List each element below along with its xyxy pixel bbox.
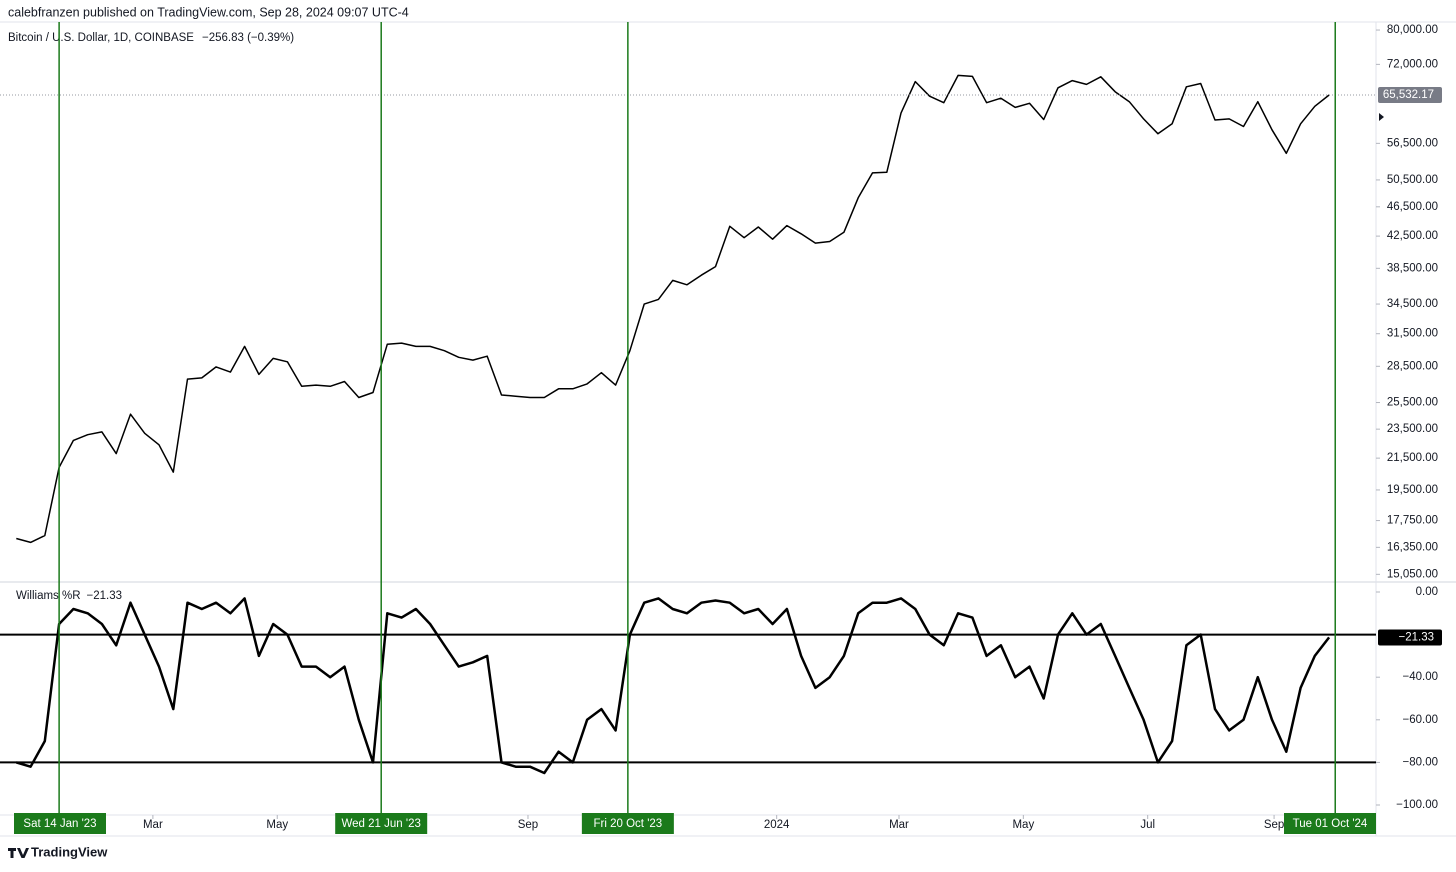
y-tick-label: 23,500.00	[1387, 423, 1438, 435]
y-tick-label: 34,500.00	[1387, 298, 1438, 310]
y-tick-label: 72,000.00	[1387, 58, 1438, 70]
y-tick-label: −60.00	[1403, 714, 1439, 726]
y-tick-label: −100.00	[1396, 799, 1438, 811]
last-value-box	[1378, 629, 1442, 646]
y-tick-label: 38,500.00	[1387, 262, 1438, 274]
logo-mark	[8, 848, 29, 858]
y-tick-label: 17,750.00	[1387, 515, 1438, 527]
y-tick-label: 80,000.00	[1387, 24, 1438, 36]
marker-label: Tue 01 Oct '24	[1293, 818, 1368, 830]
y-tick-label: 42,500.00	[1387, 230, 1438, 242]
y-tick-label: 28,500.00	[1387, 360, 1438, 372]
y-tick-label: 25,500.00	[1387, 397, 1438, 409]
y-tick-label: 15,050.00	[1387, 568, 1438, 580]
x-tick-label: May	[1012, 819, 1034, 831]
legend-change: −256.83 (−0.39%)	[202, 32, 294, 44]
marker-box	[335, 813, 428, 834]
publisher-header: calebfranzen published on TradingView.co…	[8, 5, 409, 19]
last-value-label: −21.33	[1399, 631, 1435, 643]
price-legend: Bitcoin / U.S. Dollar, 1D, COINBASE −256.…	[8, 32, 294, 44]
x-tick-label: Sep	[1264, 819, 1284, 831]
x-tick-label: 2024	[764, 819, 790, 831]
y-tick-label: −40.00	[1403, 671, 1439, 683]
y-tick-label: 19,500.00	[1387, 484, 1438, 496]
marker-box	[14, 813, 106, 834]
pane-0: 80,000.00 72,000.00 56,500.00 50,500.00 46,5…	[0, 24, 1442, 580]
marker-label: Fri 20 Oct '23	[594, 818, 663, 830]
x-tick-label: Mar	[143, 819, 163, 831]
marker-box	[1284, 813, 1376, 834]
scroll-arrow	[1379, 113, 1384, 121]
y-tick-label: −80.00	[1403, 756, 1439, 768]
last-value-box	[1378, 87, 1442, 104]
y-tick-label: 56,500.00	[1387, 137, 1438, 149]
footer-brand: TradingView	[31, 844, 108, 859]
indicator-legend: Williams %R −21.33	[16, 590, 122, 602]
indicator-title: Williams %R	[16, 590, 81, 602]
marker-box	[581, 813, 674, 834]
y-tick-label: 21,500.00	[1387, 452, 1438, 464]
series-line	[16, 74, 1330, 544]
x-tick-label: Sep	[518, 819, 538, 831]
y-tick-label: 16,350.00	[1387, 541, 1438, 553]
last-value-label: 65,532.17	[1383, 89, 1434, 101]
x-tick-label: Jul	[1140, 819, 1155, 831]
series-line	[15, 597, 1331, 775]
y-tick-label: 50,500.00	[1387, 174, 1438, 186]
x-tick-label: Mar	[889, 819, 909, 831]
y-tick-label: 46,500.00	[1387, 201, 1438, 213]
marker-label: Wed 21 Jun '23	[342, 818, 421, 830]
footer-logo: TradingView	[8, 844, 108, 859]
y-tick-label: 0.00	[1416, 586, 1438, 598]
legend-title: Bitcoin / U.S. Dollar, 1D, COINBASE	[8, 32, 194, 44]
y-tick-label: 31,500.00	[1387, 328, 1438, 340]
pane-1: 0.00 −40.00 −60.00 −80.00 −100.00 −21.33 Mar Ma…	[0, 22, 1442, 834]
indicator-value: −21.33	[87, 590, 123, 602]
x-tick-label: May	[266, 819, 288, 831]
marker-label: Sat 14 Jan '23	[23, 818, 96, 830]
